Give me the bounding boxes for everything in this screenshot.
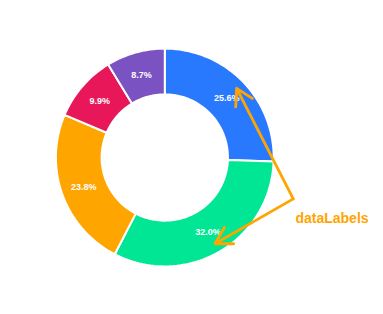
svg-text:32.0%: 32.0% bbox=[195, 227, 221, 237]
svg-text:dataLabels: dataLabels bbox=[295, 210, 368, 226]
svg-text:25.6%: 25.6% bbox=[214, 92, 240, 103]
svg-text:9.9%: 9.9% bbox=[89, 96, 110, 106]
svg-text:23.8%: 23.8% bbox=[71, 182, 97, 192]
svg-text:8.7%: 8.7% bbox=[131, 70, 152, 80]
